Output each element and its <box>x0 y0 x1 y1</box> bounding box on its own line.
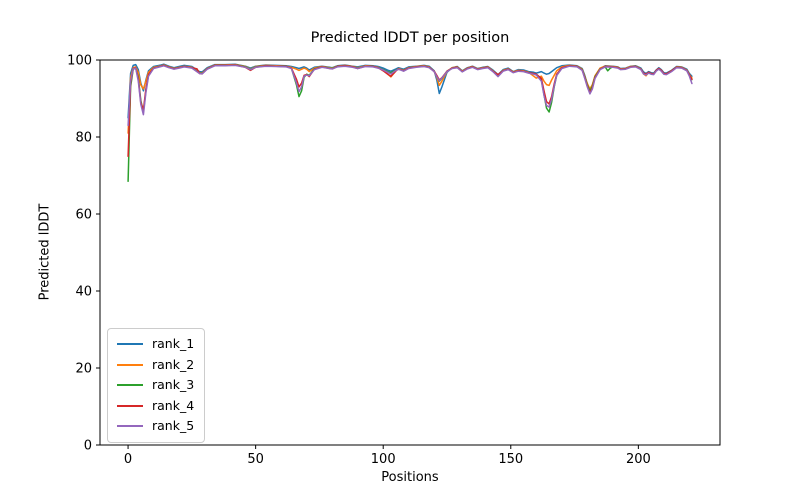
y-tick-label: 100 <box>67 54 92 69</box>
x-tick-label: 150 <box>498 452 523 467</box>
series-line-rank_4 <box>127 64 693 158</box>
legend-line-sample <box>117 363 143 366</box>
series-line-rank_3 <box>127 64 693 183</box>
legend-item-rank_3: rank_3 <box>117 375 196 396</box>
legend-item-rank_5: rank_5 <box>117 416 196 437</box>
x-tick-label: 200 <box>626 452 651 467</box>
legend-line-sample <box>117 384 143 387</box>
chart-title: Predicted lDDT per position <box>310 30 510 46</box>
legend-item-rank_4: rank_4 <box>117 396 196 417</box>
x-tick-label: 50 <box>247 452 264 467</box>
legend-label: rank_4 <box>152 397 195 413</box>
series-line-rank_5 <box>127 64 693 127</box>
series-line-rank_1 <box>127 63 693 119</box>
y-tick-label: 40 <box>75 285 92 300</box>
x-tick-label: 100 <box>371 452 396 467</box>
y-tick-label: 20 <box>75 362 92 377</box>
legend-line-sample <box>117 425 143 428</box>
legend-item-rank_1: rank_1 <box>117 334 196 355</box>
x-axis-label: Positions <box>381 470 439 485</box>
legend-line-sample <box>117 343 143 346</box>
axes-spines <box>99 59 721 446</box>
y-tick-label: 0 <box>84 439 92 454</box>
series-line-rank_2 <box>127 63 693 134</box>
legend: rank_1 rank_2 rank_3 rank_4 rank_5 <box>107 328 205 443</box>
legend-label: rank_5 <box>152 418 195 433</box>
legend-item-rank_2: rank_2 <box>117 355 196 376</box>
legend-label: rank_3 <box>152 377 195 392</box>
legend-line-sample <box>117 404 143 407</box>
legend-label: rank_2 <box>152 356 195 372</box>
y-tick-label: 80 <box>75 131 92 146</box>
x-tick-label: 0 <box>124 452 132 467</box>
y-tick-label: 60 <box>75 208 92 223</box>
legend-label: rank_1 <box>152 336 195 351</box>
